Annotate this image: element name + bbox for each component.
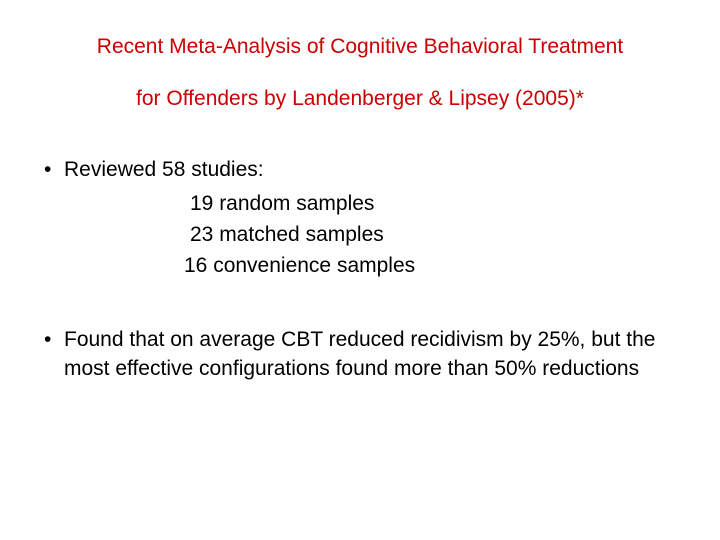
sub-item: 23 matched samples — [40, 220, 700, 249]
bullet-text: Reviewed 58 studies: — [64, 155, 700, 184]
bullet-marker: • — [40, 155, 64, 184]
title-line-2: for Offenders by Landenberger & Lipsey (… — [20, 82, 700, 116]
bullet-marker: • — [40, 325, 64, 384]
title-line-1: Recent Meta-Analysis of Cognitive Behavi… — [20, 30, 700, 64]
slide-body: • Reviewed 58 studies: 19 random samples… — [20, 155, 700, 383]
sub-item: 16 convenience samples — [40, 251, 700, 280]
sub-item: 19 random samples — [40, 189, 700, 218]
bullet-item: • Reviewed 58 studies: — [40, 155, 700, 184]
bullet-text: Found that on average CBT reduced recidi… — [64, 325, 700, 384]
bullet-item: • Found that on average CBT reduced reci… — [40, 325, 700, 384]
slide-title: Recent Meta-Analysis of Cognitive Behavi… — [20, 30, 700, 115]
